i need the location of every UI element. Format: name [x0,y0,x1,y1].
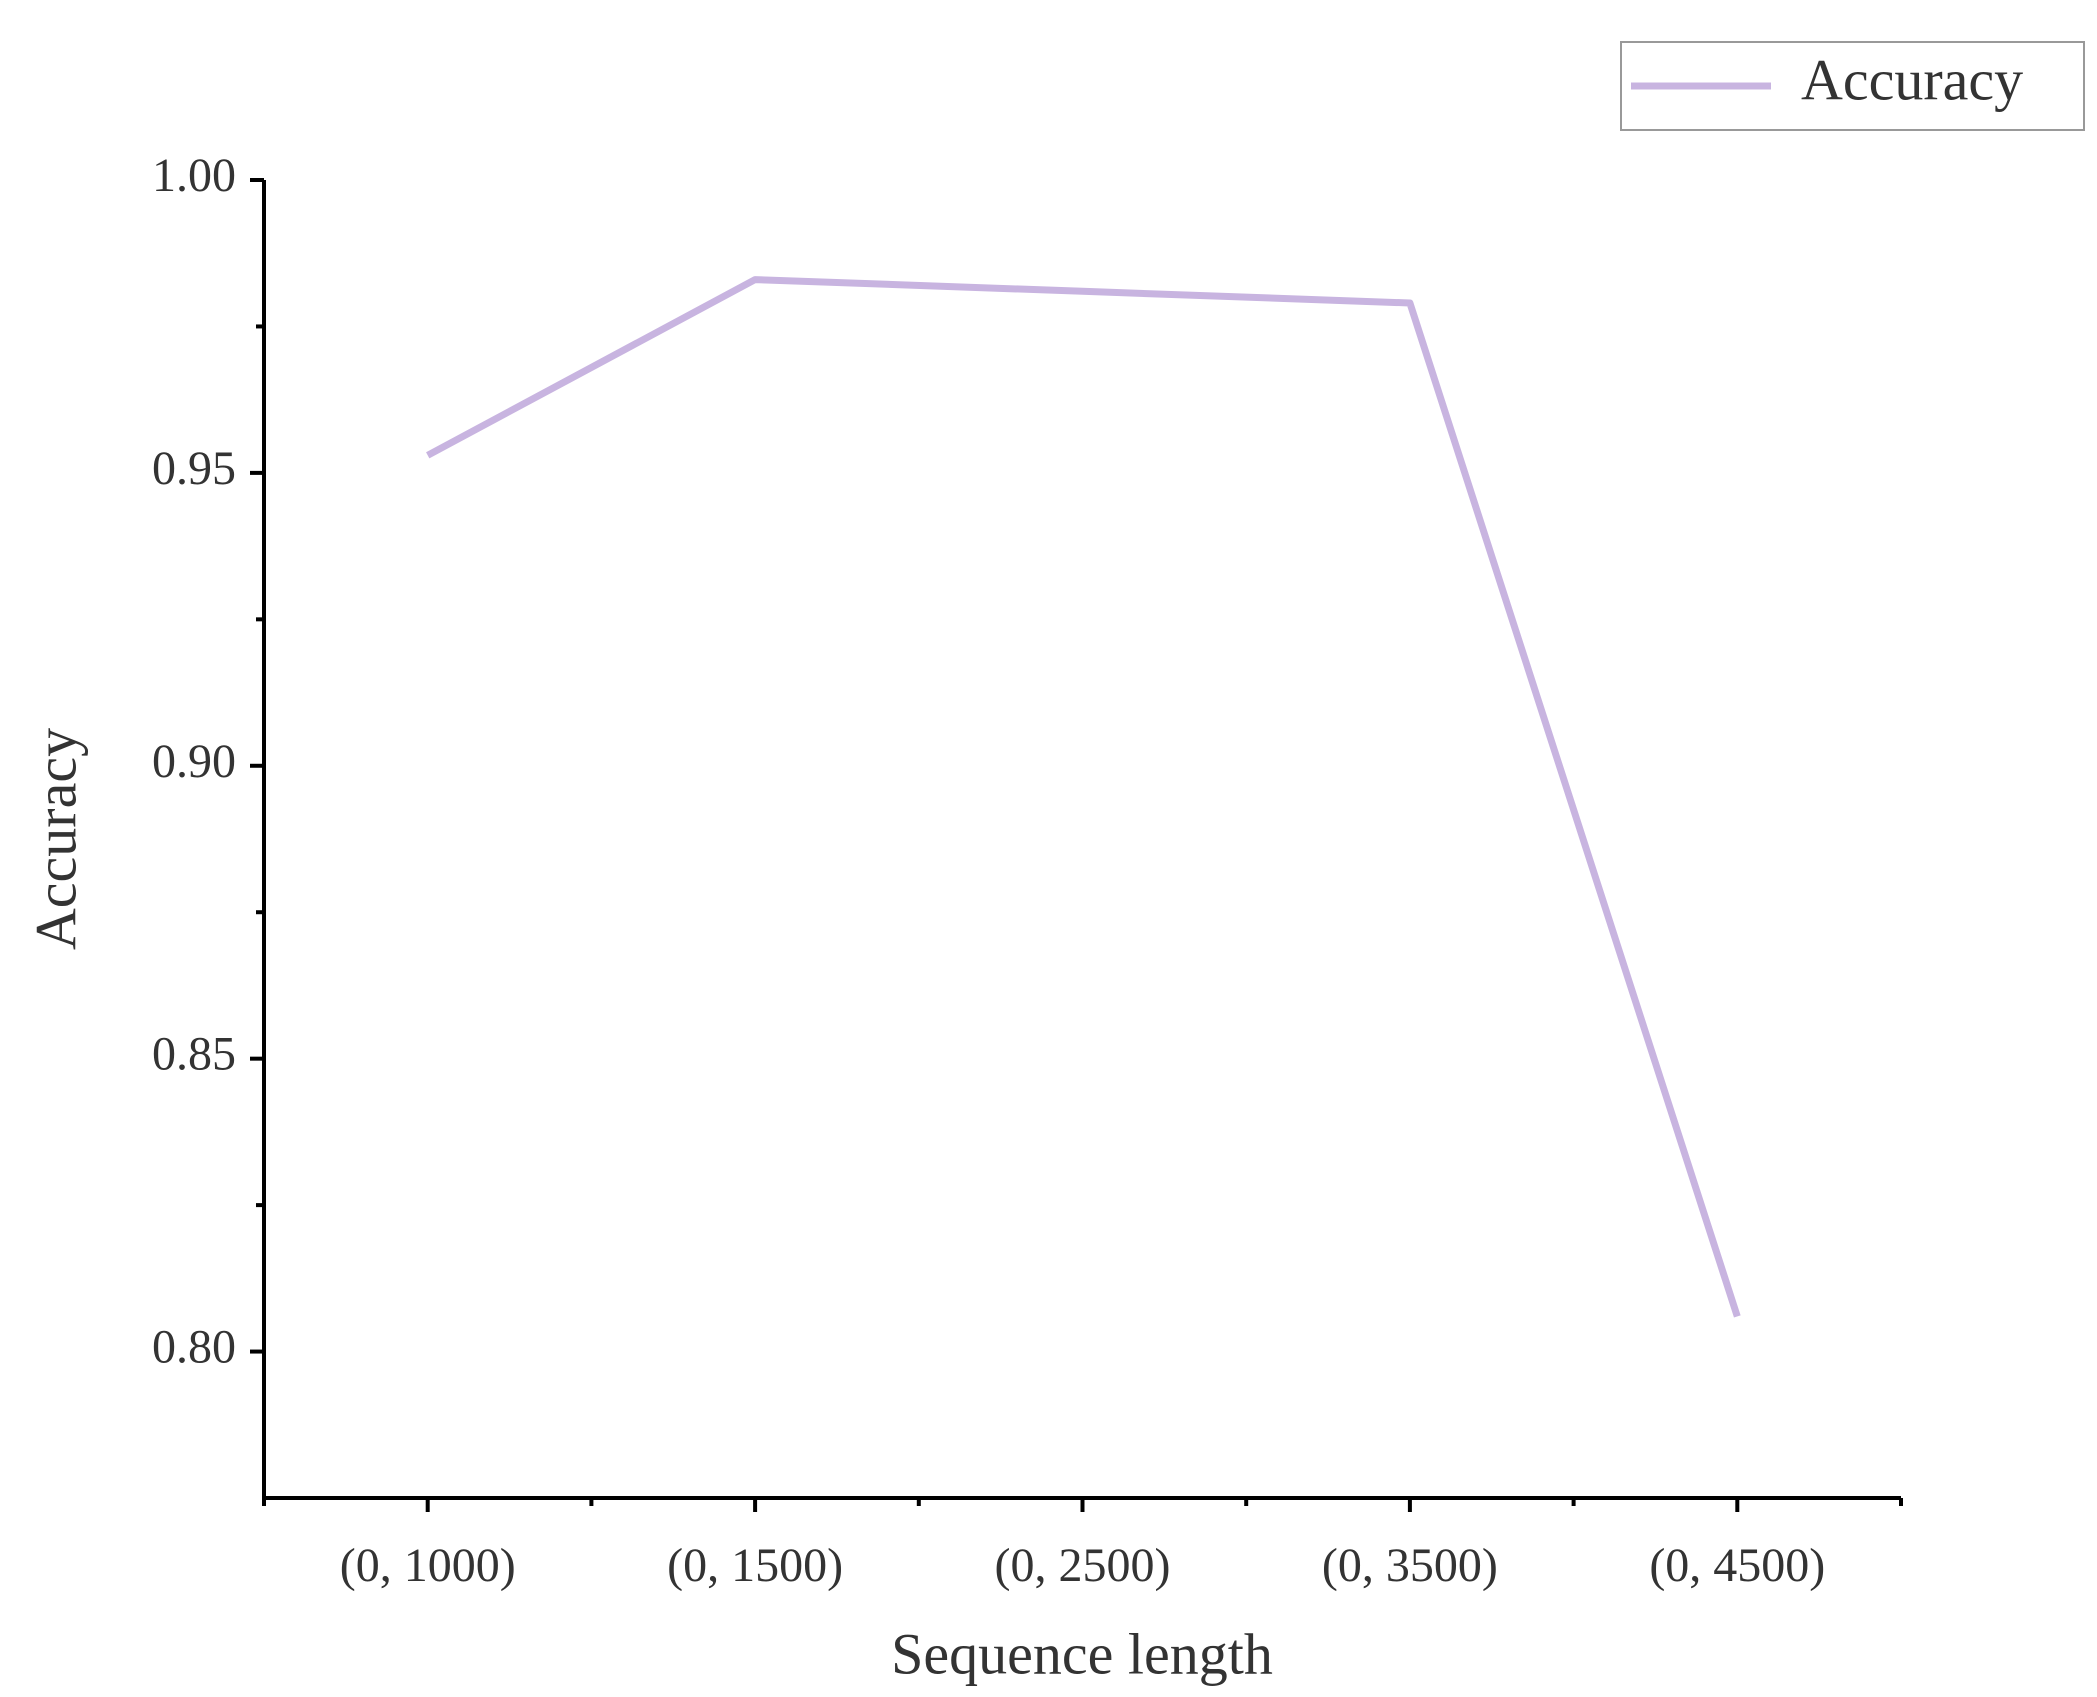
x-tick-label: (0, 1000) [340,1539,516,1592]
x-tick-label: (0, 2500) [995,1539,1171,1592]
x-tick-label: (0, 1500) [667,1539,843,1592]
y-axis-title: Accuracy [23,728,88,950]
x-tick-label: (0, 4500) [1649,1539,1825,1592]
y-tick-label: 0.95 [152,442,236,495]
x-axis-title: Sequence length [891,1621,1273,1686]
legend-label: Accuracy [1801,47,2023,112]
y-tick-label: 1.00 [152,149,236,202]
x-tick-label: (0, 3500) [1322,1539,1498,1592]
y-tick-label: 0.90 [152,735,236,788]
y-tick-label: 0.85 [152,1028,236,1081]
line-series [426,276,1741,1318]
y-tick-label: 0.80 [152,1321,236,1374]
